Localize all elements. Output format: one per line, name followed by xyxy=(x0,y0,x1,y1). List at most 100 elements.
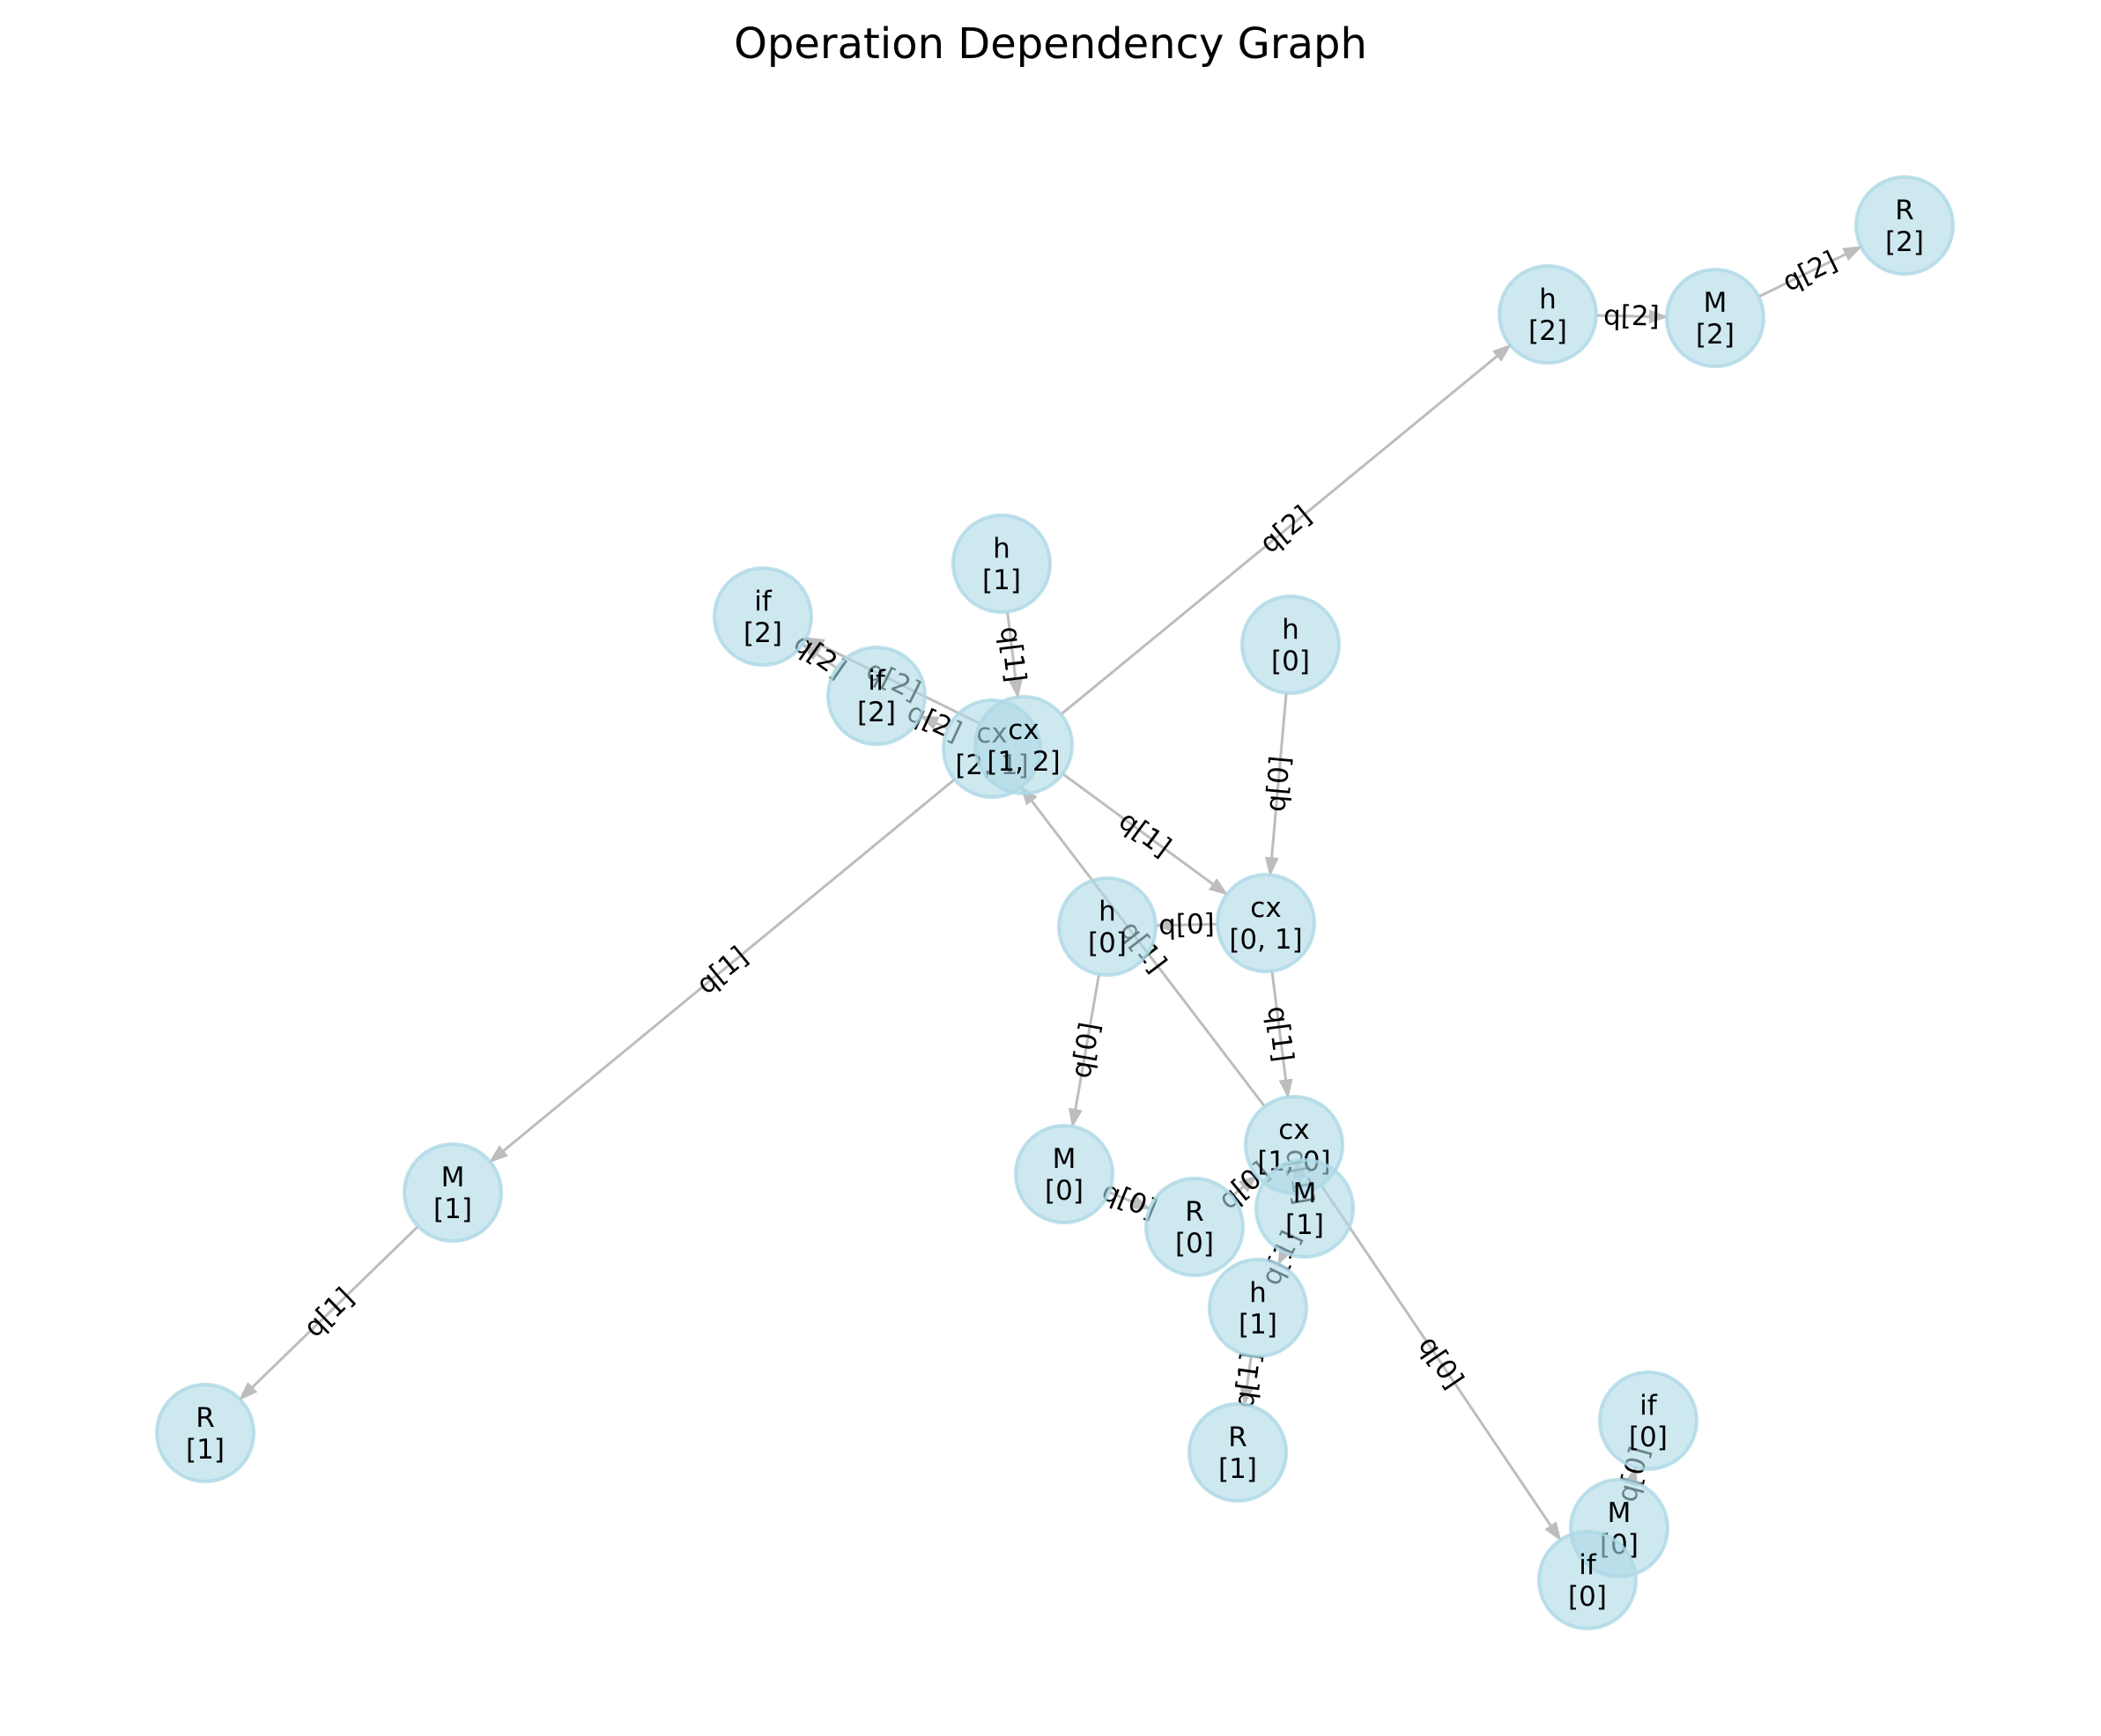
node-op-label: R xyxy=(1895,195,1914,226)
node-R2: R[2] xyxy=(1854,175,1955,276)
edge-cx21-M1a xyxy=(488,778,956,1163)
edge-label: q[1] xyxy=(1261,1004,1299,1064)
node-op-label: M xyxy=(1608,1497,1631,1529)
node-circle xyxy=(1014,1124,1114,1224)
node-if2b: if[2] xyxy=(826,646,927,746)
node-op-label: if xyxy=(1639,1390,1658,1422)
node-circle xyxy=(1187,1402,1288,1503)
edge-M1a-R1a xyxy=(239,1225,419,1401)
node-op-label: if xyxy=(754,586,773,617)
node-circle xyxy=(1598,1370,1698,1471)
node-op-label: cx xyxy=(1008,714,1039,746)
node-op-label: if xyxy=(1579,1549,1597,1581)
edge-h0a-cx01 xyxy=(1264,692,1288,877)
edge-h2-M2 xyxy=(1595,309,1669,324)
node-qubits-label: [1] xyxy=(1239,1309,1277,1341)
edge-label: q[2] xyxy=(1778,245,1842,298)
node-op-label: M xyxy=(1293,1178,1317,1209)
node-qubits-label: [0] xyxy=(1629,1422,1668,1453)
node-op-label: R xyxy=(196,1402,215,1434)
node-M2: M[2] xyxy=(1665,268,1765,368)
node-M1b: M[1] xyxy=(1254,1158,1355,1259)
edge-h0b-M0a xyxy=(1069,973,1101,1128)
node-circle xyxy=(1144,1177,1245,1277)
node-circle xyxy=(1208,1258,1308,1358)
edge-label: q[2] xyxy=(1603,299,1660,332)
node-h1a: h[1] xyxy=(951,513,1052,614)
node-R1a: R[1] xyxy=(155,1383,255,1483)
node-qubits-label: [2] xyxy=(857,697,896,728)
node-qubits-label: [0, 1] xyxy=(1229,924,1302,956)
node-op-label: h xyxy=(1282,614,1299,646)
node-circle xyxy=(1240,595,1341,695)
node-op-label: M xyxy=(1053,1143,1076,1175)
edge-label: q[0] xyxy=(1065,1020,1106,1081)
node-R1b: R[1] xyxy=(1187,1402,1288,1503)
node-M1a: M[1] xyxy=(403,1142,503,1243)
node-circle xyxy=(1665,268,1765,368)
edge-M1b-h1b xyxy=(1276,1245,1293,1267)
node-op-label: R xyxy=(1228,1422,1247,1453)
node-qubits-label: [1] xyxy=(433,1193,472,1225)
nodes-layer: h[2]M[2]R[2]h[1]if[2]if[2]cx[2, 1]cx[1, … xyxy=(155,175,1955,1630)
graph-title: Operation Dependency Graph xyxy=(734,19,1367,69)
node-qubits-label: [2] xyxy=(1885,226,1924,258)
node-circle xyxy=(1854,175,1955,276)
node-circle xyxy=(826,646,927,746)
node-qubits-label: [1] xyxy=(186,1434,225,1466)
node-circle xyxy=(155,1383,255,1483)
edge-R0-cx10 xyxy=(1231,1174,1259,1198)
node-qubits-label: [2] xyxy=(1528,315,1567,347)
node-qubits-label: [0] xyxy=(1271,646,1310,677)
node-circle xyxy=(1537,1530,1638,1630)
edge-cx10-if0b xyxy=(1320,1184,1562,1542)
node-if0b: if[0] xyxy=(1537,1530,1638,1630)
node-R0: R[0] xyxy=(1144,1177,1245,1277)
node-op-label: cx xyxy=(1278,1114,1309,1146)
node-qubits-label: [0] xyxy=(1045,1175,1084,1207)
node-cx01: cx[0, 1] xyxy=(1216,873,1316,973)
node-qubits-label: [0] xyxy=(1568,1581,1607,1613)
edge-labels-layer: q[2]q[2]q[2]q[1]q[2]q[2]q[2]q[1]q[0]q[0]… xyxy=(298,245,1842,1505)
edge-cx12-cx01 xyxy=(1062,772,1229,896)
edge-cx12-h2 xyxy=(1060,344,1513,716)
edge-M0b-if0a xyxy=(1624,1466,1639,1487)
node-h1b: h[1] xyxy=(1208,1258,1308,1358)
node-circle xyxy=(1057,876,1158,977)
node-if2a: if[2] xyxy=(713,566,813,667)
node-if0a: if[0] xyxy=(1598,1370,1698,1471)
edge-label: q[2] xyxy=(1254,499,1318,559)
node-op-label: h xyxy=(1099,896,1116,927)
node-op-label: cx xyxy=(1250,892,1281,924)
node-circle xyxy=(973,695,1074,795)
edge-label: q[0] xyxy=(1158,908,1215,941)
node-h0b: h[0] xyxy=(1057,876,1158,977)
node-qubits-label: [1] xyxy=(982,565,1021,596)
node-qubits-label: [1, 2] xyxy=(987,746,1060,778)
edge-label: q[1] xyxy=(691,941,754,1001)
edge-label: q[0] xyxy=(1412,1331,1469,1395)
node-qubits-label: [0] xyxy=(1175,1228,1214,1260)
node-circle xyxy=(1216,873,1316,973)
node-op-label: h xyxy=(993,533,1010,565)
node-op-label: M xyxy=(441,1162,465,1193)
node-qubits-label: [0] xyxy=(1088,927,1127,959)
node-op-label: M xyxy=(1704,287,1727,319)
edge-label: q[1] xyxy=(994,624,1032,683)
edge-h1b-R1b xyxy=(1239,1356,1254,1407)
edge-cx01-cx10 xyxy=(1270,971,1293,1099)
node-qubits-label: [1] xyxy=(1285,1209,1324,1241)
edge-M0a-R0 xyxy=(1108,1191,1151,1210)
edge-label: q[0] xyxy=(1260,755,1297,814)
edges-layer xyxy=(239,245,1863,1542)
node-circle xyxy=(1254,1158,1355,1259)
node-qubits-label: [2] xyxy=(743,617,782,649)
node-qubits-label: [1] xyxy=(1218,1453,1257,1485)
node-circle xyxy=(403,1142,503,1243)
node-cx12: cx[1, 2] xyxy=(973,695,1074,795)
edge-cx21-if2b xyxy=(919,714,949,730)
edge-label: q[1] xyxy=(1113,805,1177,864)
edge-h1a-cx12 xyxy=(1006,611,1023,699)
edge-cx01-h0b xyxy=(1153,918,1218,933)
